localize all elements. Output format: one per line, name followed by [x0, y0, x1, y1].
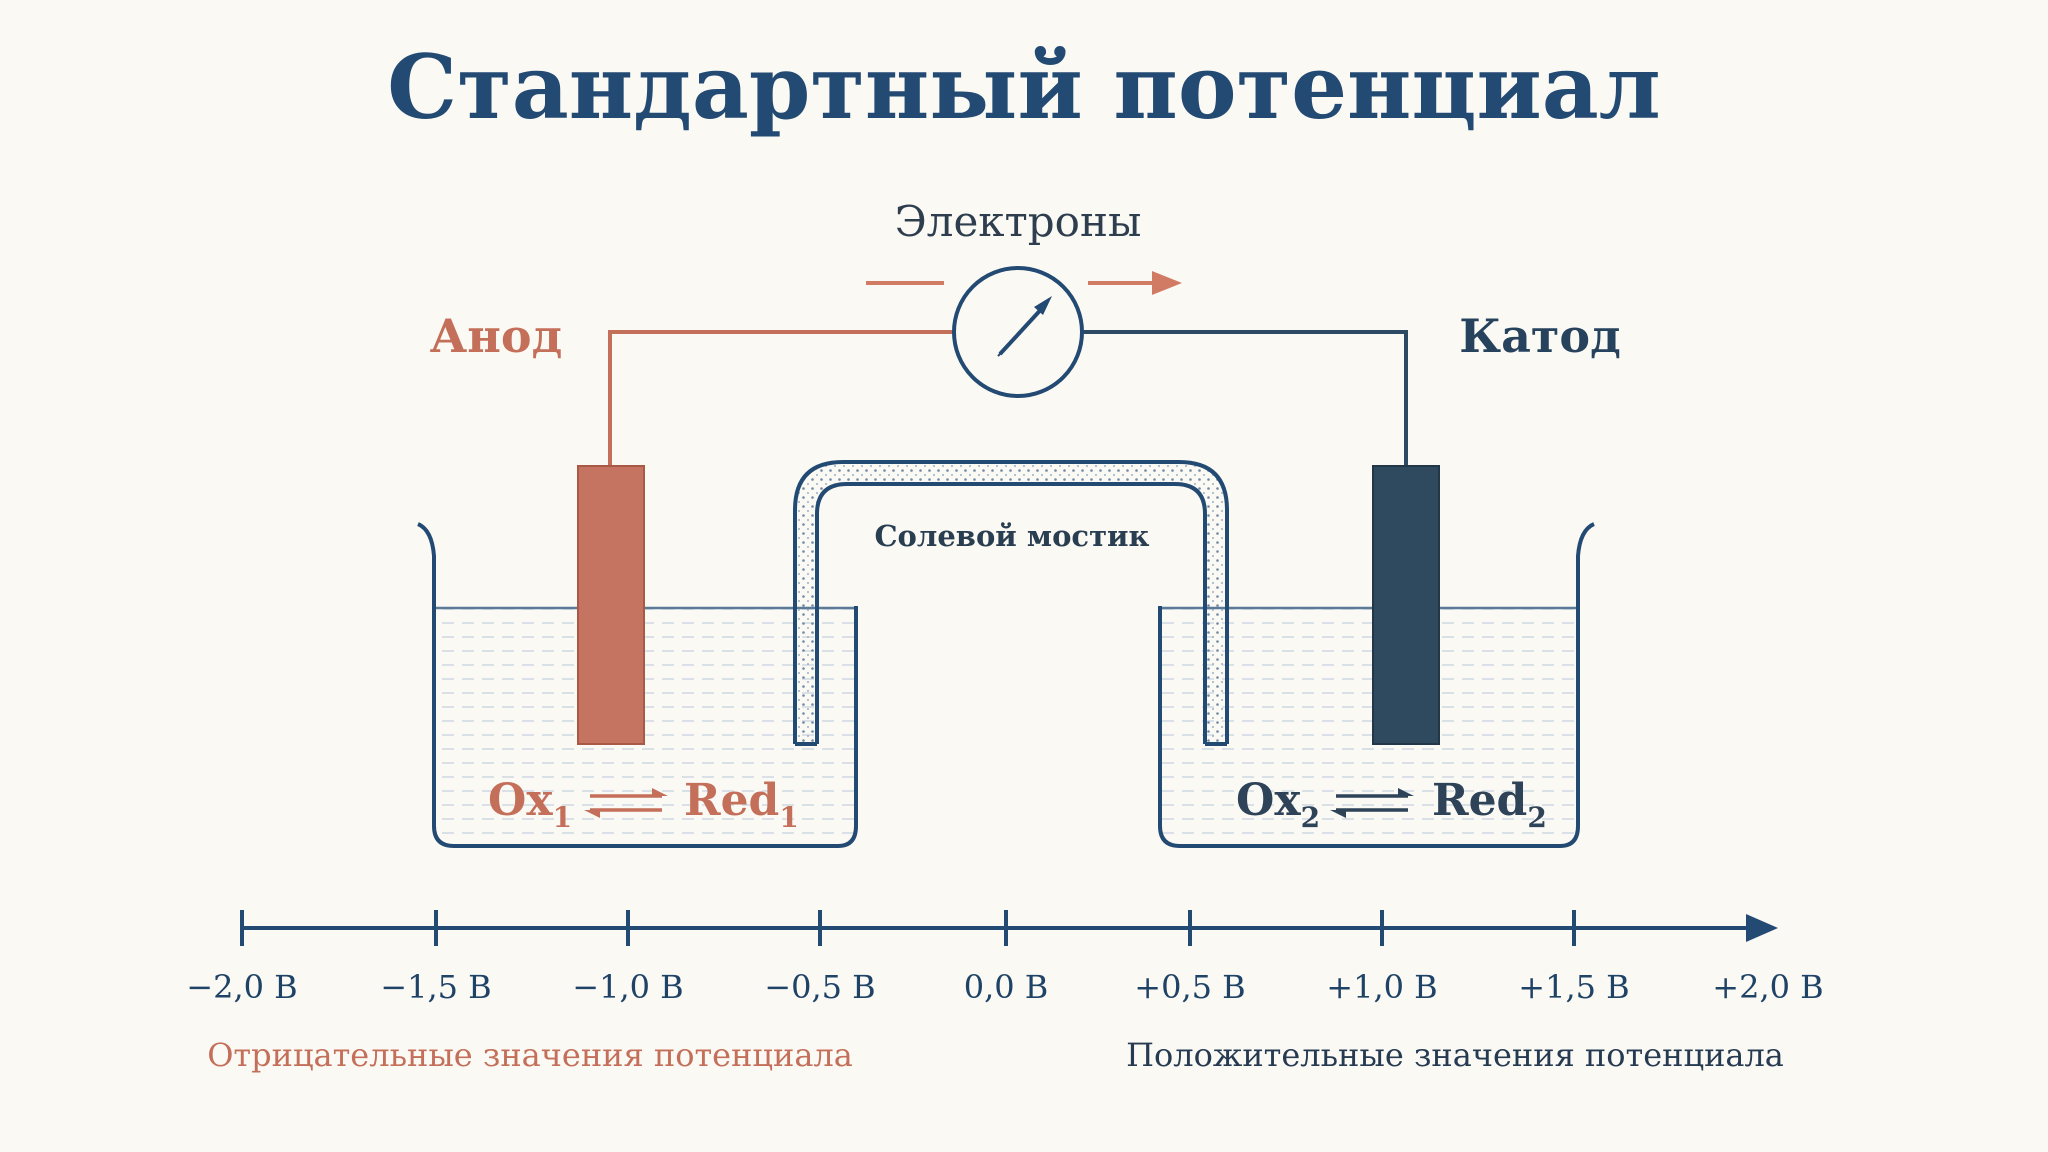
- right-beaker: [1158, 522, 1595, 848]
- scale-arrow-icon: [1746, 914, 1778, 942]
- anode-wire: [608, 330, 954, 466]
- galvanometer-icon: [952, 266, 1084, 398]
- scale-tick-label: +2,0 В: [1712, 968, 1823, 1006]
- left-ox: Ox: [488, 775, 553, 826]
- anode-label: Анод: [430, 309, 562, 363]
- right-equilibrium: Ox2 Red2: [1236, 775, 1547, 834]
- right-ox-sub: 2: [1301, 801, 1320, 834]
- positive-potential-caption: Положительные значения потенциала: [1126, 1036, 1784, 1074]
- cathode-wire: [1082, 330, 1408, 466]
- salt-bridge: [793, 460, 1229, 746]
- scale-tick-label: 0,0 В: [964, 968, 1049, 1006]
- cathode-electrode: [1372, 465, 1440, 745]
- scale-tick-label: −1,0 В: [572, 968, 683, 1006]
- cathode-label: Катод: [1459, 309, 1621, 363]
- scale-tick-label: −1,5 В: [380, 968, 491, 1006]
- svg-text:Ox1: Ox1: [488, 775, 572, 834]
- left-red-sub: 1: [779, 801, 798, 834]
- right-ox: Ox: [1236, 775, 1301, 826]
- scale-tick-label: +1,0 В: [1326, 968, 1437, 1006]
- negative-potential-caption: Отрицательные значения потенциала: [207, 1036, 853, 1074]
- equilibrium-arrows-icon: [1330, 788, 1414, 818]
- scale-tick-label: −0,5 В: [764, 968, 875, 1006]
- anode-electrode: [577, 465, 645, 745]
- salt-bridge-label: Солевой мостик: [874, 519, 1149, 553]
- right-red-sub: 2: [1527, 801, 1546, 834]
- page-title: Стандартный потенциал: [387, 35, 1661, 139]
- svg-text:Red2: Red2: [1432, 775, 1547, 834]
- right-red: Red: [1432, 775, 1527, 826]
- left-ox-sub: 1: [553, 801, 572, 834]
- scale-tick-label: −2,0 В: [186, 968, 297, 1006]
- scale-tick-label: +1,5 В: [1518, 968, 1629, 1006]
- svg-text:Red1: Red1: [684, 775, 799, 834]
- left-beaker: [417, 522, 858, 848]
- electron-flow-arrow-icon: [1088, 271, 1182, 295]
- scale-tick-label: +0,5 В: [1134, 968, 1245, 1006]
- equilibrium-arrows-icon: [584, 788, 668, 818]
- left-red: Red: [684, 775, 779, 826]
- electrons-label: Электроны: [895, 197, 1142, 246]
- potential-scale: −2,0 В −1,5 В −1,0 В −0,5 В 0,0 В +0,5 В +1,0 …: [186, 910, 1824, 1006]
- left-equilibrium: Ox1 Red1: [488, 775, 799, 834]
- svg-text:Ox2: Ox2: [1236, 775, 1320, 834]
